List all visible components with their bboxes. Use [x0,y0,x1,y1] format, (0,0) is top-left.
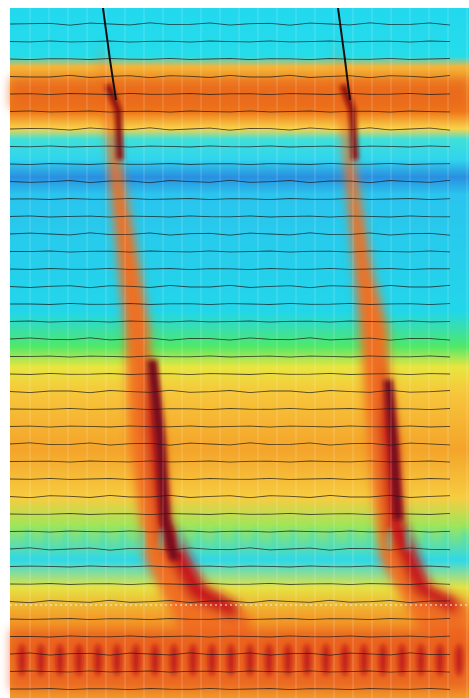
blob [56,644,64,676]
blob [284,644,292,676]
blob [227,644,235,676]
blob [170,644,178,676]
blob [113,644,121,676]
blob [455,644,463,676]
spectrogram-image [0,0,469,698]
page: (() => { JSON.parse(document.getElementB… [0,0,469,698]
